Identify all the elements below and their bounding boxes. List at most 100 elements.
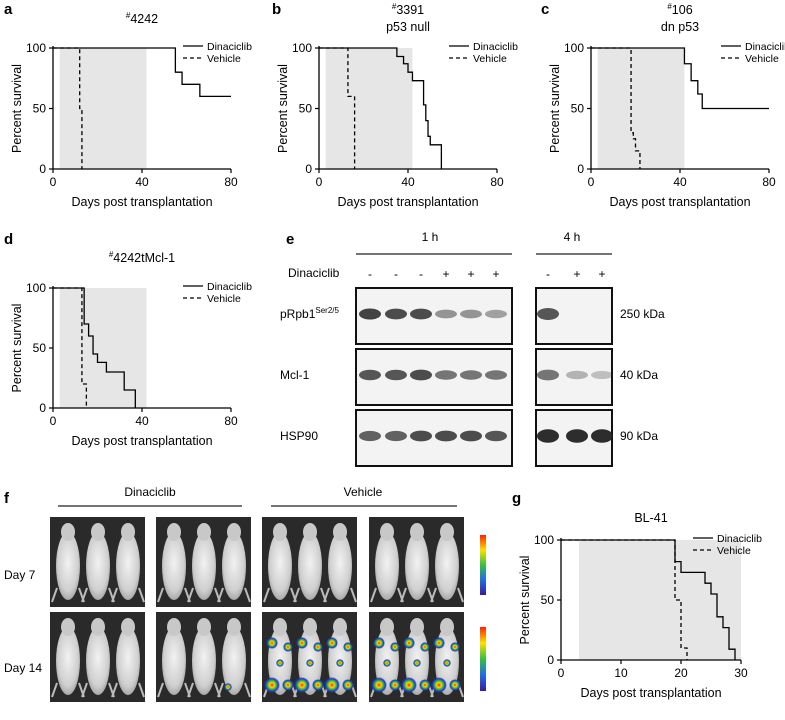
luminescence-signal <box>296 637 308 649</box>
blot-band <box>537 369 559 381</box>
mouse-head <box>197 523 211 541</box>
blot-group-4h-label: 4 h <box>564 230 581 244</box>
mouse-body <box>375 532 399 600</box>
legend-label-dinaciclib: Dinaciclib <box>207 41 252 53</box>
mouse-leg <box>138 587 145 603</box>
x-tick-label: 0 <box>316 175 323 189</box>
mouse-head <box>227 618 241 636</box>
x-axis-label: Days post transplantation <box>337 195 478 209</box>
x-tick-label: 30 <box>734 666 748 680</box>
x-axis-label: Days post transplantation <box>580 686 721 700</box>
mouse-head <box>273 523 287 541</box>
x-tick-label: 80 <box>762 175 776 189</box>
blot-protein-label: pRpb1Ser2/5 <box>280 306 339 321</box>
blot-band <box>435 370 457 380</box>
mouse-body <box>405 532 429 600</box>
y-tick-label: 100 <box>292 41 312 55</box>
blot-band <box>359 369 381 381</box>
mouse-body <box>56 627 80 695</box>
x-tick-label: 20 <box>674 666 688 680</box>
bioluminescence-imaging: Dinaciclib Vehicle Day 7 Day 14 <box>4 485 486 702</box>
x-axis-label: Days post transplantation <box>71 434 212 448</box>
x-tick-label: 80 <box>490 175 504 189</box>
treatment-window <box>59 48 147 169</box>
blot-membrane-1h <box>355 348 513 406</box>
luminescence-signal <box>373 637 385 649</box>
mouse-leg <box>263 587 270 603</box>
luminescence-signal <box>371 677 387 693</box>
mouse-leg <box>187 587 194 603</box>
blot-band <box>485 370 507 380</box>
blot-band <box>410 308 432 320</box>
x-tick-label: 40 <box>135 175 149 189</box>
luminescence-colorbar-day14 <box>480 627 486 691</box>
luminescence-signal <box>449 679 461 691</box>
lane-treatment-1h: + <box>442 267 449 281</box>
legend-label-dinaciclib: Dinaciclib <box>745 41 785 53</box>
mouse-leg <box>157 682 164 698</box>
luminescence-signal <box>324 677 340 693</box>
legend-label-dinaciclib: Dinaciclib <box>717 533 762 545</box>
mouse-head <box>121 523 135 541</box>
chart-title: dn p53 <box>661 20 699 34</box>
luminescence-signal <box>312 679 324 691</box>
series-line-dinaciclib <box>561 539 736 660</box>
luminescence-signal <box>431 677 447 693</box>
y-tick-label: 50 <box>33 341 47 355</box>
mouse-leg <box>111 587 118 603</box>
treatment-window <box>597 48 685 169</box>
lane-treatment-1h: - <box>368 267 372 281</box>
blot-band <box>591 371 613 379</box>
mouse-head <box>121 618 135 636</box>
blot-band <box>435 430 457 442</box>
mouse-head <box>91 523 105 541</box>
mouse-head <box>440 618 454 636</box>
treatment-window <box>59 288 147 408</box>
mouse-leg <box>370 587 377 603</box>
mouse-head <box>273 618 287 636</box>
legend-label-vehicle: Vehicle <box>717 545 751 557</box>
x-tick-label: 0 <box>588 175 595 189</box>
x-tick-label: 80 <box>224 414 238 428</box>
mouse-leg <box>350 587 357 603</box>
lane-treatment-1h: + <box>467 267 474 281</box>
y-tick-label: 100 <box>564 41 584 55</box>
survival-chart-g: 0 50 100 0 10 20 30 Days post transplantation Pe… <box>518 511 762 700</box>
luminescence-signal <box>283 642 293 652</box>
blot-band <box>385 369 407 381</box>
lane-treatment-1h: - <box>419 267 423 281</box>
lane-treatment-1h: + <box>492 267 499 281</box>
mouse-leg <box>400 587 407 603</box>
survival-chart-b: 0 50 100 0 40 80 Days post transplantation Perc… <box>276 2 518 209</box>
luminescence-signal <box>224 683 232 691</box>
x-tick-label: 80 <box>224 175 238 189</box>
mouse-head <box>61 618 75 636</box>
mouse-body <box>56 532 80 600</box>
luminescence-signal <box>419 679 431 691</box>
x-tick-label: 0 <box>50 175 57 189</box>
luminescence-signal <box>383 659 391 667</box>
mouse-head <box>61 523 75 541</box>
luminescence-signal <box>282 679 294 691</box>
luminescence-signal <box>390 642 400 652</box>
lane-treatment-1h: - <box>394 267 398 281</box>
luminescence-colorbar-day7 <box>480 535 486 595</box>
mouse-body <box>86 532 110 600</box>
mouse-body <box>268 532 292 600</box>
luminescence-signal <box>306 659 314 667</box>
chart-title: BL-41 <box>634 511 667 525</box>
lane-treatment-4h: + <box>573 267 580 281</box>
mouse-head <box>197 618 211 636</box>
mouse-leg <box>111 682 118 698</box>
series-line-vehicle <box>591 47 641 169</box>
mouse-leg <box>157 587 164 603</box>
blot-band <box>537 308 559 320</box>
survival-chart-a: 0 50 100 0 40 80 Days post transplantation Perc… <box>10 11 252 209</box>
blot-protein-label: Mcl-1 <box>280 368 310 382</box>
lane-treatment-4h: + <box>598 267 605 281</box>
y-tick-label: 0 <box>39 401 46 415</box>
x-tick-label: 40 <box>135 414 149 428</box>
legend-label-dinaciclib: Dinaciclib <box>207 281 252 293</box>
y-axis-label: Percent survival <box>10 64 24 153</box>
